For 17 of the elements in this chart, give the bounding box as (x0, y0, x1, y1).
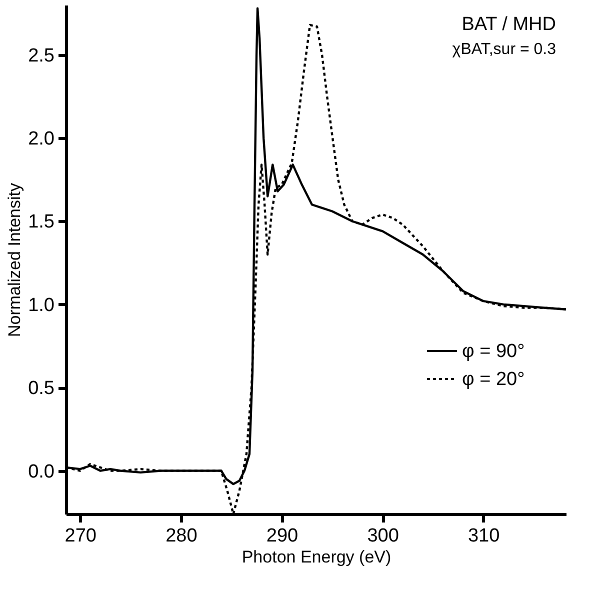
y-tick-label: 1.0 (28, 294, 54, 316)
x-tick-label: 290 (266, 526, 298, 546)
x-axis-title: Photon Energy (eV) (242, 548, 392, 566)
legend-label: φ = 90° (462, 341, 525, 362)
y-tick-label: 0.0 (28, 461, 54, 482)
legend-label: φ = 20° (462, 369, 525, 390)
y-tick-label: 2.0 (28, 128, 54, 150)
y-tick-label: 0.5 (28, 378, 54, 400)
y-axis-title: Normalized Intensity (5, 182, 24, 338)
annotation: χBAT,sur = 0.3 (452, 41, 556, 58)
x-tick-label: 310 (468, 526, 500, 546)
y-tick-label: 1.5 (28, 212, 54, 233)
annotation: BAT / MHD (462, 14, 556, 35)
x-tick-label: 300 (367, 526, 399, 546)
x-tick-label: 270 (64, 526, 96, 546)
y-tick-label: 2.5 (28, 45, 54, 66)
x-tick-label: 280 (166, 526, 198, 546)
